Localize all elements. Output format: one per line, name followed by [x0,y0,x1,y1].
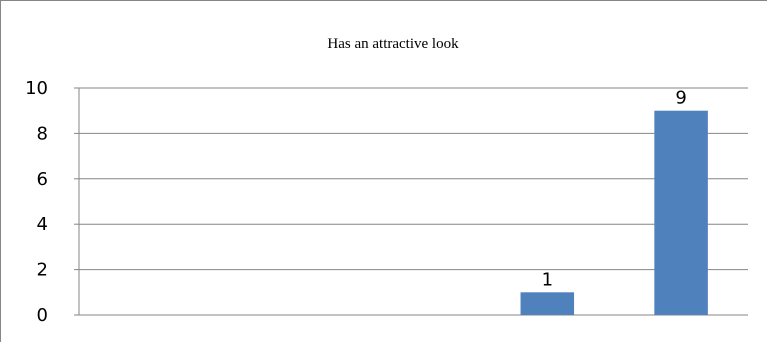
y-tick-label: 4 [37,214,48,235]
y-tick-label: 10 [25,78,48,99]
y-tick-label: 8 [37,123,48,144]
data-label: 1 [542,269,553,290]
data-label: 9 [675,88,686,109]
data-labels: 19 [542,88,687,291]
y-axis: 0 2 4 6 8 10 [25,78,80,326]
chart-title: Has an attractive look [327,36,459,52]
y-tick-label: 0 [37,305,48,326]
gridlines [79,87,748,316]
bars [520,110,708,315]
y-tick-label: 6 [37,169,48,190]
bar [520,292,575,315]
bar [654,110,708,315]
y-tick-label: 2 [37,260,48,281]
